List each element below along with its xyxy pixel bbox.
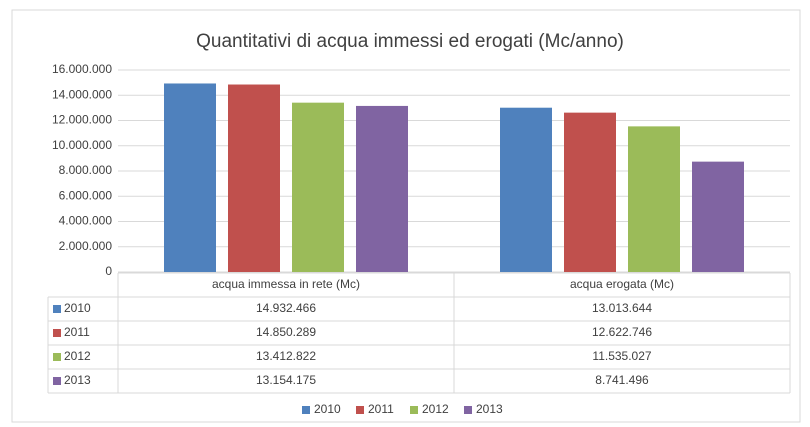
legend-label: 2013	[476, 402, 503, 416]
table-row-label: 2010	[64, 301, 91, 315]
table-legend-key	[53, 353, 61, 361]
legend-key	[464, 406, 472, 414]
y-tick-label: 12.000.000	[52, 113, 112, 127]
table-cell: 13.013.644	[592, 301, 652, 315]
x-tick-label: acqua erogata (Mc)	[570, 277, 674, 291]
bar	[356, 105, 408, 272]
legend-key	[356, 406, 364, 414]
y-tick-label: 4.000.000	[59, 214, 113, 228]
table-row-label: 2011	[64, 325, 90, 339]
x-tick-label: acqua immessa in rete (Mc)	[212, 277, 360, 291]
table-cell: 13.154.175	[256, 373, 316, 387]
bar	[228, 84, 280, 272]
bar	[500, 107, 552, 272]
legend-key	[302, 406, 310, 414]
table-row-label: 2013	[64, 373, 91, 387]
table-cell: 14.932.466	[256, 301, 316, 315]
table-cell: 8.741.496	[595, 373, 649, 387]
bar	[692, 161, 744, 272]
legend-label: 2011	[368, 402, 394, 416]
y-tick-label: 10.000.000	[52, 138, 112, 152]
chart-title: Quantitativi di acqua immessi ed erogati…	[196, 31, 624, 52]
bar	[628, 126, 680, 272]
y-tick-label: 2.000.000	[59, 239, 113, 253]
y-tick-label: 14.000.000	[52, 87, 112, 101]
table-cell: 13.412.822	[256, 349, 316, 363]
bar	[564, 112, 616, 272]
y-tick-label: 8.000.000	[59, 163, 113, 177]
legend-label: 2012	[422, 402, 449, 416]
table-legend-key	[53, 377, 61, 385]
table-legend-key	[53, 329, 61, 337]
y-tick-label: 16.000.000	[52, 62, 112, 76]
table-row-label: 2012	[64, 349, 91, 363]
table-legend-key	[53, 305, 61, 313]
y-tick-label: 0	[105, 264, 112, 278]
bar	[292, 102, 344, 273]
legend-key	[410, 406, 418, 414]
table-cell: 12.622.746	[592, 325, 652, 339]
bar	[164, 83, 216, 272]
legend-label: 2010	[314, 402, 341, 416]
y-tick-label: 6.000.000	[59, 188, 113, 202]
table-cell: 14.850.289	[256, 325, 316, 339]
table-cell: 11.535.027	[592, 349, 651, 363]
